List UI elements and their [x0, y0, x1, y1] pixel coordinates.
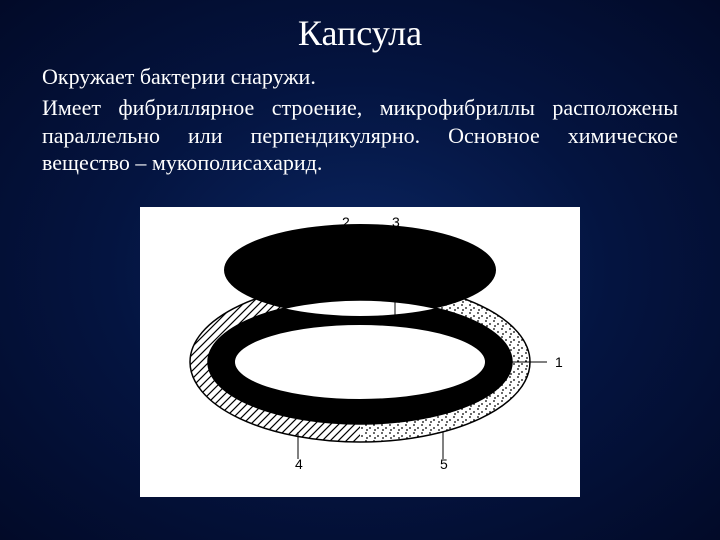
slide-root: Капсула Окружает бактерии снаружи. Имеет…	[0, 0, 720, 540]
label-2: 2	[342, 214, 350, 230]
figure-container: 1 2 3 4 5	[42, 207, 678, 497]
slide-title: Капсула	[42, 12, 678, 54]
label-1: 1	[555, 354, 563, 370]
inner-membrane	[234, 324, 486, 400]
label-5: 5	[440, 456, 448, 472]
label-3: 3	[392, 214, 400, 230]
body-paragraph: Имеет фибриллярное строение, микрофибрил…	[42, 94, 678, 177]
label-4: 4	[295, 456, 303, 472]
intro-line: Окружает бактерии снаружи.	[42, 64, 678, 90]
capsule-diagram: 1 2 3 4 5	[140, 207, 580, 497]
